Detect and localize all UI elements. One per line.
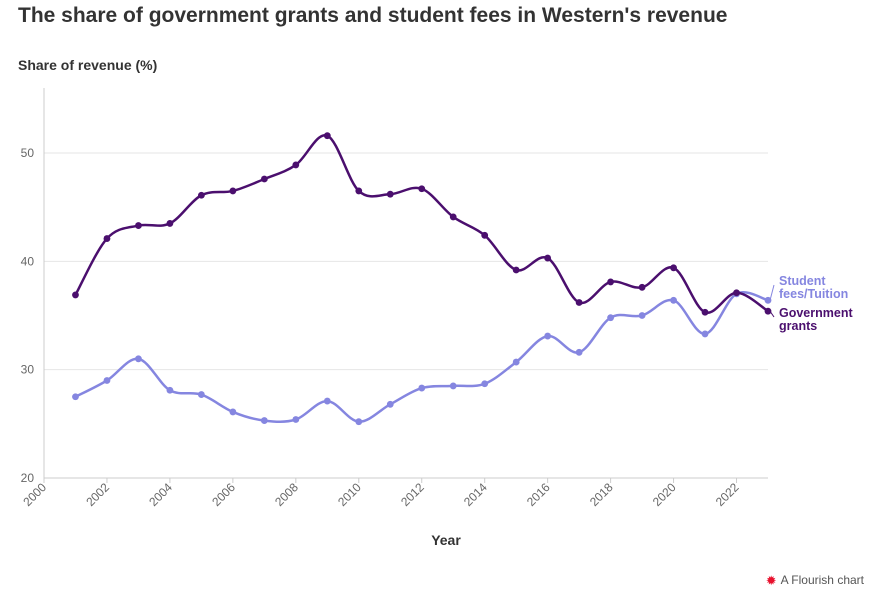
series-line: [74, 134, 769, 314]
x-tick-label: 2020: [650, 480, 679, 509]
series-label: fees/Tuition: [779, 287, 848, 301]
x-tick-label: 2014: [461, 480, 490, 509]
data-point: [607, 314, 615, 322]
data-point: [229, 408, 237, 416]
x-tick-label: 2002: [83, 480, 112, 509]
data-point: [135, 355, 142, 363]
data-point: [638, 312, 646, 319]
label-connector: [769, 310, 775, 318]
data-point: [481, 231, 489, 239]
data-point: [512, 266, 520, 274]
data-point: [638, 283, 646, 291]
data-point: [103, 377, 111, 384]
data-point: [544, 254, 552, 262]
data-point: [449, 213, 457, 221]
data-point: [260, 417, 268, 424]
data-point: [292, 416, 300, 423]
y-tick-label: 20: [21, 471, 35, 485]
flourish-icon: ✹: [765, 572, 777, 588]
y-tick-label: 50: [21, 146, 35, 160]
data-point: [733, 289, 740, 297]
data-point: [544, 332, 552, 340]
data-point: [166, 386, 174, 394]
data-point: [323, 132, 331, 140]
data-point: [135, 222, 142, 229]
x-tick-label: 2022: [713, 480, 742, 509]
data-point: [72, 393, 79, 401]
x-tick-label: 2010: [335, 480, 364, 509]
x-tick-label: 2018: [587, 480, 616, 509]
data-point: [197, 191, 205, 199]
data-point: [418, 185, 426, 193]
x-tick-label: 2006: [209, 480, 238, 509]
x-axis-title: Year: [431, 532, 461, 548]
data-point: [260, 175, 268, 183]
data-point: [166, 220, 174, 227]
x-tick-label: 2012: [398, 480, 427, 509]
flourish-credit[interactable]: ✹ A Flourish chart: [766, 573, 864, 587]
x-tick-label: 2008: [272, 480, 301, 509]
data-point: [701, 308, 709, 316]
data-point: [764, 296, 772, 304]
x-tick-label: 2016: [524, 480, 553, 509]
x-tick-label: 2004: [146, 480, 175, 509]
data-point: [72, 291, 79, 299]
data-point: [197, 391, 205, 398]
series-label: Student: [779, 274, 826, 288]
y-tick-label: 30: [21, 363, 35, 377]
series-line: [74, 291, 769, 423]
data-point: [386, 400, 394, 408]
data-point: [229, 187, 237, 195]
y-axis-title: Share of revenue (%): [18, 57, 158, 73]
series-label: grants: [779, 319, 817, 333]
data-point: [701, 330, 709, 338]
data-point: [575, 299, 583, 306]
chart-title: The share of government grants and stude…: [18, 4, 728, 27]
data-point: [355, 418, 363, 426]
y-tick-label: 40: [21, 254, 35, 268]
data-point: [418, 384, 426, 392]
data-point: [323, 397, 331, 405]
data-point: [103, 235, 111, 242]
data-point: [575, 348, 583, 356]
flourish-credit-text: A Flourish chart: [780, 573, 864, 587]
series-0: [72, 132, 772, 316]
label-connector: [769, 284, 775, 301]
data-point: [355, 187, 363, 195]
data-point: [670, 264, 677, 272]
series-1: [72, 290, 772, 426]
data-point: [512, 358, 520, 366]
data-point: [386, 190, 394, 198]
series-label: Government: [779, 306, 853, 320]
data-point: [607, 278, 615, 286]
data-point: [449, 382, 457, 390]
data-point: [764, 307, 772, 315]
data-point: [481, 380, 489, 388]
data-point: [292, 161, 300, 169]
data-point: [670, 296, 677, 304]
